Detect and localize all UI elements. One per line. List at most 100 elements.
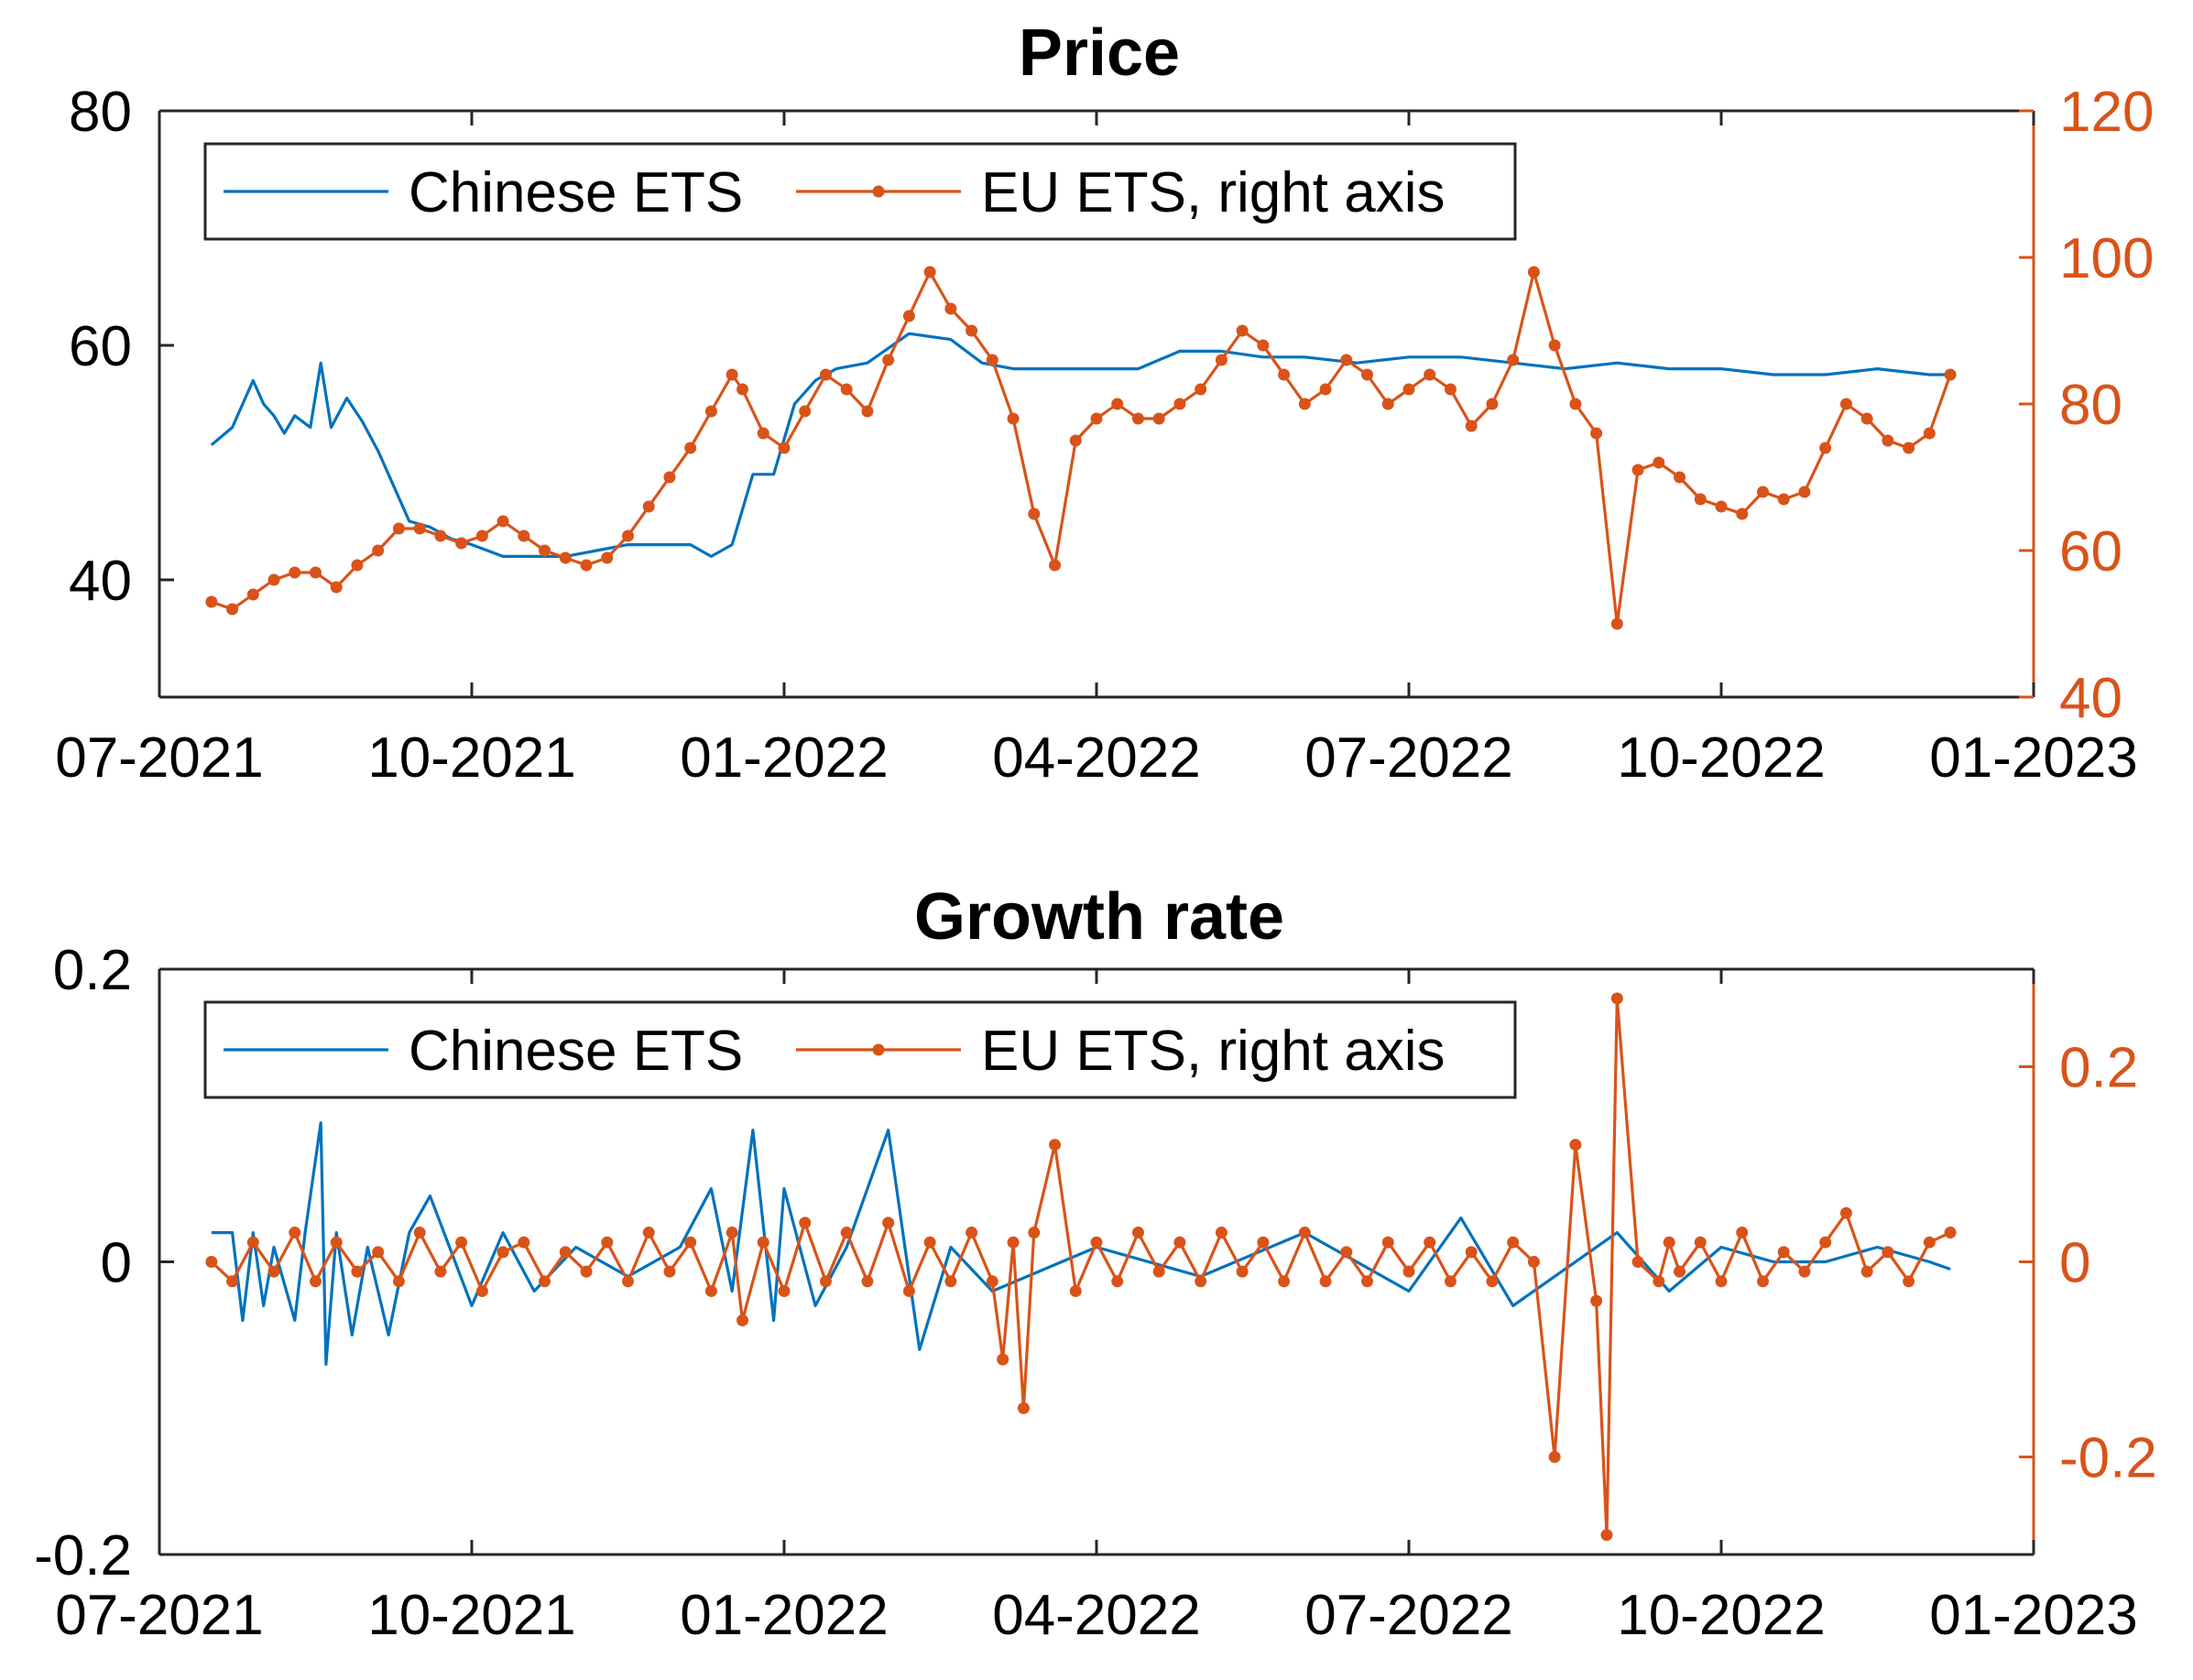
eu-ets-marker: [1610, 617, 1623, 630]
eu-ets-marker: [330, 1236, 343, 1249]
eu-ets-marker: [267, 1265, 280, 1278]
eu-ets-marker: [1736, 1227, 1749, 1239]
legend: Chinese ETS EU ETS, right axis: [203, 1000, 1517, 1099]
eu-ets-marker: [289, 1227, 301, 1239]
eu-ets-marker: [642, 500, 655, 513]
eu-ets-marker: [1486, 1275, 1499, 1288]
eu-ets-marker: [1028, 1227, 1041, 1239]
y-left-tick-label: -0.2: [34, 1524, 132, 1587]
eu-ets-marker: [1465, 1246, 1478, 1259]
eu-ets-marker: [372, 544, 385, 557]
eu-ets-marker: [1381, 1236, 1394, 1249]
eu-ets-marker: [246, 588, 259, 601]
eu-ets-marker: [372, 1246, 385, 1259]
eu-ets-marker: [622, 529, 634, 542]
eu-ets-marker: [923, 1236, 936, 1249]
eu-ets-marker: [1903, 442, 1915, 454]
eu-ets-marker: [205, 595, 218, 608]
eu-ets-marker: [1736, 507, 1749, 520]
eu-ets-marker: [1798, 485, 1811, 498]
eu-ets-marker: [1527, 266, 1540, 278]
eu-ets-marker: [1090, 412, 1103, 425]
eu-ets-marker: [1424, 1236, 1436, 1249]
eu-ets-marker: [1236, 1265, 1249, 1278]
eu-ets-marker: [726, 368, 738, 381]
eu-ets-marker: [736, 1314, 749, 1326]
eu-ets-marker: [1152, 1265, 1165, 1278]
eu-ets-marker: [539, 1275, 551, 1288]
eu-ets-marker: [1569, 398, 1582, 410]
eu-ets-marker: [1402, 1265, 1415, 1278]
x-tick-label: 04-2022: [992, 1584, 1201, 1647]
eu-ets-marker: [1839, 398, 1852, 410]
x-tick-label: 01-2022: [680, 1584, 889, 1647]
eu-ets-marker: [1007, 412, 1020, 425]
eu-ets-marker: [1653, 1275, 1665, 1288]
legend: Chinese ETS EU ETS, right axis: [203, 142, 1517, 241]
eu-ets-marker: [663, 471, 676, 484]
eu-ets-marker: [736, 383, 749, 396]
eu-ets-marker: [1017, 1402, 1030, 1414]
eu-ets-marker: [330, 581, 343, 594]
eu-ets-marker: [601, 551, 614, 564]
eu-ets-marker: [1507, 1236, 1520, 1249]
eu-ets-marker: [310, 566, 322, 579]
eu-ets-marker: [267, 573, 280, 586]
y-left-tick-label: 40: [69, 550, 132, 613]
eu-ets-marker: [1527, 1256, 1540, 1268]
eu-ets-marker: [1444, 1275, 1457, 1288]
eu-ets-marker: [226, 603, 239, 616]
eu-ets-marker: [1111, 1275, 1124, 1288]
eu-ets-marker: [1756, 1275, 1769, 1288]
eu-ets-marker: [1694, 493, 1707, 506]
eu-ets-marker: [1278, 1275, 1291, 1288]
eu-ets-marker: [1465, 420, 1478, 432]
eu-ets-marker: [1882, 1246, 1894, 1259]
y-left-tick-label: 0.2: [53, 939, 132, 1002]
eu-ets-marker: [1236, 324, 1249, 337]
y-right-tick-label: 120: [2059, 81, 2154, 144]
eu-ets-marker: [351, 559, 364, 572]
growth-rate-chart-title: Growth rate: [914, 880, 1284, 954]
eu-ets-marker: [392, 1275, 405, 1288]
eu-ets-marker: [622, 1275, 634, 1288]
series-eu-ets: [205, 266, 1957, 630]
eu-ets-marker: [726, 1227, 738, 1239]
eu-ets-marker: [1090, 1236, 1103, 1249]
legend-eu-ets-marker: [872, 185, 885, 198]
eu-ets-marker: [704, 1284, 717, 1297]
eu-ets-marker: [966, 324, 978, 337]
eu-ets-marker: [1319, 1275, 1332, 1288]
eu-ets-marker: [944, 1275, 957, 1288]
eu-ets-marker: [1131, 1227, 1144, 1239]
eu-ets-marker: [1610, 992, 1623, 1005]
eu-ets-marker: [923, 266, 936, 278]
eu-ets-marker: [684, 1236, 697, 1249]
chinese-ets-line: [210, 332, 1951, 559]
y-left-tick-label: 60: [69, 315, 132, 378]
eu-ets-marker: [882, 354, 895, 366]
eu-ets-marker: [1694, 1236, 1707, 1249]
legend-eu-ets-label: EU ETS, right axis: [981, 161, 1445, 224]
eu-ets-marker: [1798, 1265, 1811, 1278]
eu-ets-marker: [1444, 383, 1457, 396]
eu-ets-marker: [413, 1227, 426, 1239]
eu-ets-marker: [475, 1284, 488, 1297]
eu-ets-marker: [434, 529, 447, 542]
eu-ets-marker: [840, 383, 853, 396]
eu-ets-marker: [1548, 339, 1561, 352]
eu-ets-marker: [757, 1236, 769, 1249]
eu-ets-marker: [1069, 434, 1082, 447]
eu-ets-marker: [1507, 354, 1520, 366]
eu-ets-marker: [1600, 1529, 1613, 1542]
eu-ets-marker: [778, 442, 791, 454]
eu-ets-marker: [966, 1227, 978, 1239]
eu-ets-marker: [1860, 1265, 1873, 1278]
eu-ets-marker: [861, 405, 874, 418]
legend-chinese-ets-label: Chinese ETS: [409, 1020, 743, 1083]
eu-ets-marker: [1381, 398, 1394, 410]
eu-ets-marker: [1298, 398, 1311, 410]
eu-ets-marker: [455, 1236, 468, 1249]
x-tick-label: 01-2023: [1929, 1584, 2138, 1647]
eu-ets-marker: [226, 1275, 239, 1288]
